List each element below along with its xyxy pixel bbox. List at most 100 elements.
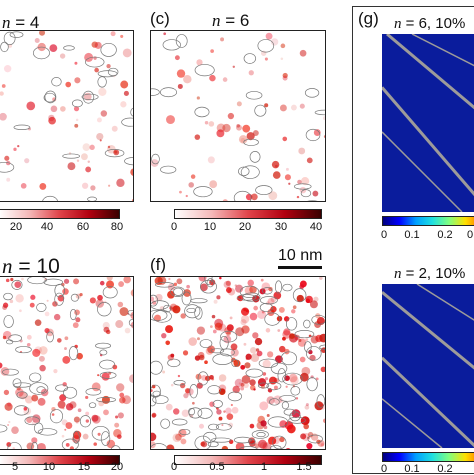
heat-spot: [73, 416, 80, 423]
contour-loop: [151, 360, 163, 375]
heat-spot: [288, 182, 291, 185]
contour-loop: [24, 416, 40, 426]
heat-spot: [175, 433, 182, 441]
heat-spot: [204, 375, 211, 382]
heat-spot: [238, 382, 241, 385]
heat-spot: [300, 177, 310, 186]
contour-loop: [207, 385, 221, 395]
heat-spot: [284, 174, 291, 181]
heat-spot: [299, 356, 306, 363]
heat-spot: [39, 31, 46, 36]
contour-loop: [82, 90, 95, 104]
heat-spot: [270, 38, 279, 46]
heat-spot: [100, 110, 108, 117]
heat-spot: [69, 401, 77, 409]
heat-spot: [151, 432, 157, 442]
contour-loop: [163, 304, 172, 313]
contour-loop: [186, 307, 197, 313]
panel-c-tick-2: 10: [203, 221, 217, 233]
heat-spot: [200, 283, 208, 292]
contour-loop: [70, 293, 79, 302]
contour-loop: [151, 384, 161, 398]
heat-spot: [258, 439, 267, 449]
contour-loop: [197, 371, 209, 386]
contour-loop: [245, 368, 264, 378]
contour-loop: [281, 401, 290, 410]
heat-spot: [240, 314, 250, 324]
contour-loop: [160, 418, 171, 429]
heat-spot: [260, 420, 267, 427]
contour-loop: [292, 288, 307, 303]
heat-spot: [3, 64, 12, 73]
heat-spot: [291, 409, 301, 418]
heat-spot: [155, 293, 163, 302]
panel-c-colorbar: [174, 209, 322, 219]
panel-g-top-colorbar: [382, 216, 474, 226]
heat-spot: [31, 437, 38, 444]
heat-spot: [221, 445, 228, 449]
heat-spot: [24, 395, 33, 404]
heat-spot: [32, 414, 41, 423]
heat-spot: [50, 105, 58, 113]
heat-spot: [53, 313, 61, 321]
heat-spot: [73, 278, 80, 285]
panel-f-letter: (f): [150, 255, 167, 274]
contour-loop: [71, 99, 83, 108]
heat-spot: [34, 319, 42, 326]
heat-spot: [261, 282, 271, 292]
heat-spot: [271, 436, 280, 445]
heat-spot: [225, 280, 231, 286]
contour-loop: [179, 428, 191, 436]
heat-spot: [2, 335, 7, 340]
panel-f-tick-1: 0: [170, 461, 178, 473]
heat-spot: [53, 369, 58, 374]
contour-loop: [42, 195, 58, 201]
heat-spot: [1, 84, 6, 88]
heat-spot: [52, 301, 58, 307]
heat-spot: [240, 319, 247, 326]
panel-g-top-svg: [382, 34, 474, 212]
heat-spot: [282, 72, 288, 79]
heat-spot: [218, 374, 227, 382]
contour-loop: [68, 346, 79, 361]
contour-loop: [0, 161, 15, 173]
heat-spot: [291, 309, 296, 314]
contour-loop: [219, 348, 235, 357]
heat-spot: [234, 284, 238, 287]
heat-spot: [181, 409, 190, 418]
heat-spot: [62, 355, 71, 364]
heat-spot: [116, 178, 125, 188]
contour-loop: [204, 277, 213, 286]
heat-spot: [209, 180, 218, 189]
heat-spot: [74, 61, 78, 65]
contour-loop: [173, 287, 184, 296]
heat-spot: [169, 303, 178, 312]
panel-c-tick-3: 20: [238, 221, 252, 233]
contour-loop: [54, 292, 65, 306]
heat-spot: [230, 343, 238, 351]
contour-loop: [269, 398, 280, 406]
heat-spot: [115, 415, 119, 419]
heat-spot: [196, 96, 200, 100]
contour-loop: [307, 434, 323, 444]
contour-loop: [220, 330, 238, 343]
contour-loop: [257, 39, 275, 53]
heat-spot: [244, 362, 251, 369]
heat-spot: [290, 104, 297, 111]
panel-f-tick-4: 1.5: [296, 461, 312, 473]
heat-spot: [231, 406, 239, 414]
heat-spot: [282, 336, 286, 341]
heat-spot: [65, 443, 70, 447]
heat-spot: [11, 426, 19, 434]
contour-loop: [159, 87, 178, 98]
contour-loop: [79, 415, 92, 428]
contour-loop: [242, 292, 261, 302]
heat-spot: [30, 294, 36, 300]
contour-loop: [31, 441, 39, 449]
contour-loop: [160, 165, 177, 174]
heat-spot: [74, 123, 79, 128]
heat-spot: [61, 434, 65, 438]
heat-spot: [103, 326, 110, 333]
heat-spot: [40, 388, 49, 397]
heat-spot: [124, 327, 131, 334]
